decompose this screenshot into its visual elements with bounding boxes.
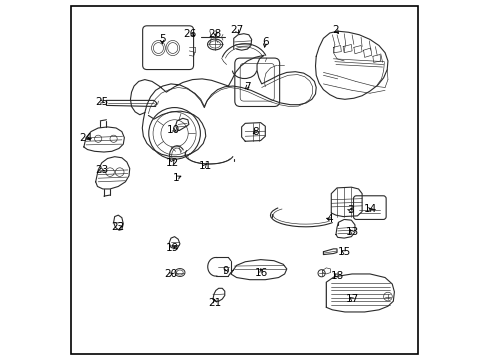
Text: 1: 1 (173, 173, 179, 183)
Text: 21: 21 (208, 298, 221, 308)
Text: 17: 17 (345, 294, 358, 304)
Text: 23: 23 (95, 165, 108, 175)
Text: 11: 11 (198, 161, 211, 171)
Text: 27: 27 (229, 25, 243, 35)
Text: 10: 10 (166, 125, 180, 135)
Text: 5: 5 (159, 35, 165, 44)
Text: 20: 20 (164, 269, 177, 279)
Text: 24: 24 (79, 133, 92, 143)
Text: 6: 6 (262, 37, 268, 46)
Text: 18: 18 (330, 271, 344, 281)
Text: 25: 25 (95, 97, 108, 107)
Text: 26: 26 (183, 29, 196, 39)
Text: 8: 8 (251, 127, 258, 136)
Text: 9: 9 (222, 266, 229, 276)
Text: 13: 13 (345, 227, 358, 237)
Text: 22: 22 (111, 222, 124, 232)
Text: 28: 28 (208, 29, 221, 39)
Text: 15: 15 (338, 247, 351, 257)
Text: 2: 2 (332, 25, 339, 35)
Text: 7: 7 (244, 82, 250, 92)
Text: 12: 12 (165, 158, 178, 168)
Text: 14: 14 (364, 204, 377, 215)
Text: 19: 19 (165, 243, 178, 253)
Text: 16: 16 (255, 268, 268, 278)
Text: 3: 3 (346, 206, 353, 216)
Text: 4: 4 (326, 215, 332, 224)
